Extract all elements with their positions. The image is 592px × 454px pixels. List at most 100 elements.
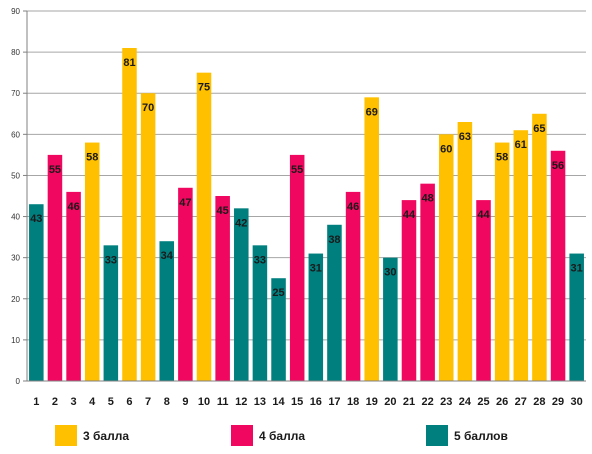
bar-1: [29, 204, 44, 381]
data-label-29: 56: [552, 160, 564, 172]
data-label-16: 31: [310, 263, 322, 275]
bar-3: [66, 191, 81, 381]
y-tick-label: 70: [11, 89, 20, 98]
y-tick-label: 60: [11, 130, 20, 139]
data-label-19: 69: [366, 106, 378, 118]
x-tick-label: 13: [254, 396, 266, 408]
data-label-8: 34: [161, 250, 174, 262]
x-tick-label: 26: [496, 396, 508, 408]
data-label-5: 33: [105, 254, 117, 266]
bar-25: [476, 200, 491, 381]
y-tick-label: 10: [11, 336, 20, 345]
bar-21: [401, 200, 417, 381]
data-label-22: 48: [421, 193, 433, 205]
y-tick-label: 20: [11, 295, 20, 304]
gridlines: [27, 10, 586, 382]
data-labels: 43 55 46 58 33 81 70 34 47 75 45 42 33 25 55 31 38 46 69 30…: [30, 57, 583, 299]
x-tick-label: 30: [571, 396, 583, 408]
x-tick-label: 6: [126, 396, 132, 408]
bar-7: [140, 93, 156, 381]
x-tick-label: 1: [33, 396, 39, 408]
x-tick-label: 17: [328, 396, 340, 408]
x-axis: 1 2 3 4 5 6 7 8 9 10 11 12 13 14 15 16 17 18 19 20 21 22 23 24 2…: [27, 380, 586, 408]
y-tick-label: 80: [11, 48, 20, 57]
x-tick-label: 21: [403, 396, 415, 408]
bar-15: [289, 154, 305, 381]
data-label-1: 43: [30, 213, 42, 225]
x-tick-label: 15: [291, 396, 303, 408]
bar-10: [196, 72, 212, 382]
bar-24: [457, 122, 473, 381]
data-label-27: 61: [515, 139, 527, 151]
data-label-10: 75: [198, 82, 210, 94]
bar-19: [364, 97, 379, 381]
bar-6: [122, 48, 137, 381]
legend-label-5: 5 баллов: [454, 429, 508, 443]
data-label-17: 38: [328, 234, 340, 246]
legend-label-4: 4 балла: [259, 429, 305, 443]
x-tick-label: 22: [421, 396, 433, 408]
bar-27: [513, 130, 529, 381]
x-tick-label: 3: [71, 396, 77, 408]
data-label-30: 31: [571, 263, 583, 275]
bar-28: [532, 113, 547, 381]
y-tick-label: 90: [11, 7, 20, 16]
bar-16: [308, 253, 324, 381]
legend-swatch-5: [426, 425, 448, 446]
bar-4: [84, 142, 100, 381]
x-tick-label: 11: [217, 396, 229, 408]
bar-20: [383, 257, 398, 381]
data-label-15: 55: [291, 164, 303, 176]
x-tick-label: 5: [108, 396, 114, 408]
data-label-20: 30: [384, 267, 396, 279]
bar-29: [550, 150, 566, 381]
x-tick-label: 23: [440, 396, 452, 408]
x-tick-label: 12: [235, 396, 247, 408]
data-label-13: 33: [254, 254, 266, 266]
data-label-23: 60: [440, 143, 452, 155]
bar-23: [438, 134, 454, 381]
data-label-11: 45: [217, 205, 229, 217]
x-tick-label: 20: [384, 396, 396, 408]
y-tick-label: 30: [11, 254, 20, 263]
x-tick-label: 4: [89, 396, 96, 408]
bar-9: [178, 187, 193, 381]
data-label-4: 58: [86, 152, 98, 164]
data-label-28: 65: [533, 123, 545, 135]
data-label-2: 55: [49, 164, 61, 176]
x-tick-label: 16: [310, 396, 322, 408]
bar-5: [103, 245, 119, 381]
data-label-25: 44: [477, 209, 490, 221]
bar-14: [271, 278, 286, 381]
x-tick-label: 14: [272, 396, 285, 408]
bar-18: [345, 191, 361, 381]
data-label-7: 70: [142, 102, 154, 114]
data-label-26: 58: [496, 152, 508, 164]
bar-22: [420, 183, 435, 381]
bar-17: [327, 224, 342, 381]
x-tick-label: 10: [198, 396, 210, 408]
x-tick-label: 28: [533, 396, 545, 408]
data-label-24: 63: [459, 131, 471, 143]
x-tick-label: 2: [52, 396, 58, 408]
data-label-21: 44: [403, 209, 416, 221]
data-label-6: 81: [123, 57, 135, 69]
x-tick-label: 8: [164, 396, 170, 408]
bars: [29, 48, 584, 382]
x-tick-label: 29: [552, 396, 564, 408]
bar-13: [252, 245, 268, 381]
bar-2: [47, 154, 63, 381]
x-tick-label: 9: [182, 396, 188, 408]
legend-swatch-4: [231, 425, 253, 446]
y-axis: 0 10 20 30 40 50 60 70 80 90: [11, 7, 28, 386]
x-tick-label: 7: [145, 396, 151, 408]
data-label-12: 42: [235, 217, 247, 229]
bar-12: [234, 208, 249, 381]
data-label-18: 46: [347, 201, 359, 213]
bar-26: [494, 142, 510, 381]
data-label-3: 46: [67, 201, 79, 213]
y-tick-label: 50: [11, 171, 20, 180]
legend: 3 балла 4 балла 5 баллов: [55, 425, 508, 446]
data-label-9: 47: [179, 197, 191, 209]
